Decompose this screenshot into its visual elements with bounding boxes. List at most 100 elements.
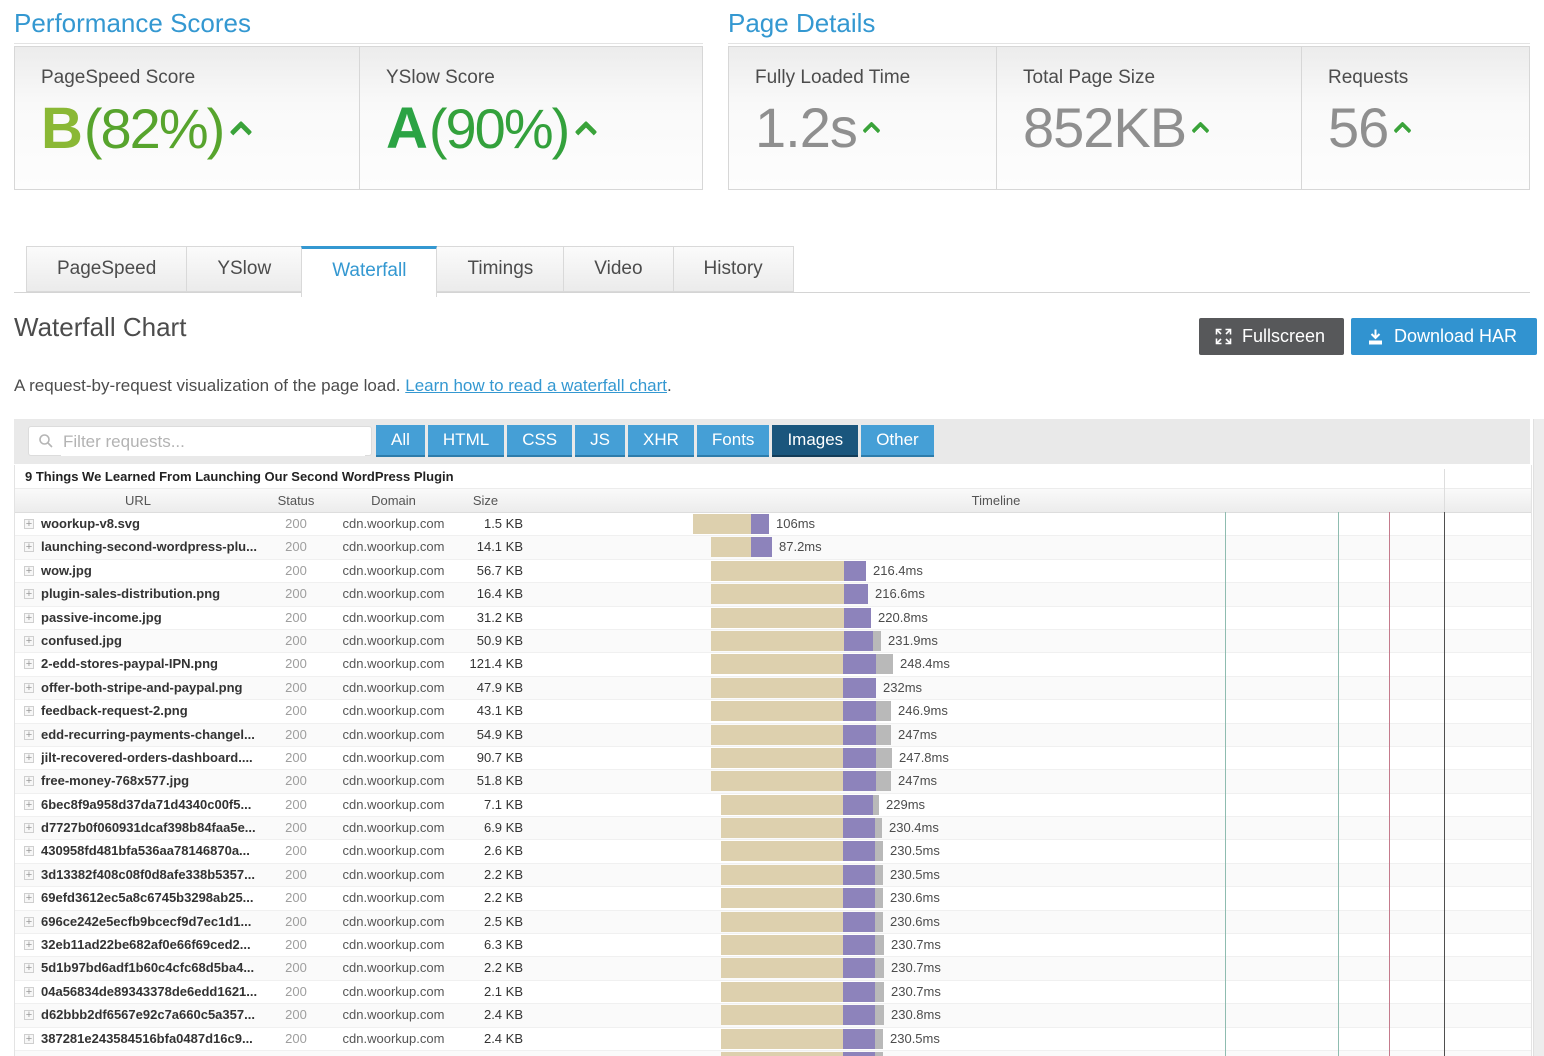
expand-icon[interactable]: + bbox=[24, 705, 34, 718]
url-cell[interactable]: 32eb11ad22be682af0e66f69ced2... bbox=[41, 937, 251, 953]
bar-wait-segment bbox=[721, 911, 843, 932]
expand-icon[interactable]: + bbox=[24, 962, 34, 975]
bar-receive-segment bbox=[843, 818, 875, 839]
size-cell: 7.1 KB bbox=[483, 796, 523, 812]
expand-icon[interactable]: + bbox=[24, 985, 34, 998]
pagespeed-grade: B bbox=[41, 96, 83, 161]
expand-icon[interactable]: + bbox=[24, 728, 34, 741]
bar-extra-segment bbox=[875, 864, 883, 885]
bar-receive-segment bbox=[843, 701, 876, 722]
tab-waterfall[interactable]: Waterfall bbox=[301, 246, 438, 297]
time-label: 229ms bbox=[886, 796, 926, 812]
filter-html[interactable]: HTML bbox=[427, 425, 505, 457]
url-cell[interactable]: 3d13382f408c08f0d8afe338b5357... bbox=[41, 866, 255, 882]
table-row: +696ce242e5ecfb9bcecf9d7ec1d1... 200 cdn.w… bbox=[15, 910, 1531, 935]
expand-icon[interactable]: + bbox=[24, 868, 34, 881]
url-cell[interactable]: jilt-recovered-orders-dashboard.... bbox=[41, 749, 253, 765]
status-cell: 200 bbox=[285, 820, 307, 836]
filter-js[interactable]: JS bbox=[575, 425, 625, 457]
url-cell[interactable]: feedback-request-2.png bbox=[41, 703, 188, 719]
tab-timings[interactable]: Timings bbox=[436, 246, 565, 292]
expand-icon[interactable]: + bbox=[24, 634, 34, 647]
fullscreen-button[interactable]: Fullscreen bbox=[1199, 318, 1344, 355]
expand-icon[interactable]: + bbox=[24, 541, 34, 554]
url-cell[interactable]: offer-both-stripe-and-paypal.png bbox=[41, 679, 243, 695]
filter-images[interactable]: Images bbox=[772, 425, 859, 457]
url-cell[interactable]: wow.jpg bbox=[41, 562, 92, 578]
filter-css[interactable]: CSS bbox=[507, 425, 573, 457]
url-cell[interactable]: 2-edd-stores-paypal-IPN.png bbox=[41, 656, 218, 672]
size-cell: 121.4 KB bbox=[469, 656, 524, 672]
trend-up-icon bbox=[1393, 121, 1412, 140]
time-label: 216.4ms bbox=[873, 562, 923, 578]
expand-icon[interactable]: + bbox=[24, 681, 34, 694]
domain-cell: cdn.woorkup.com bbox=[342, 773, 445, 789]
column-header-url[interactable]: URL bbox=[124, 493, 151, 508]
expand-icon[interactable]: + bbox=[24, 518, 34, 530]
filter-other[interactable]: Other bbox=[861, 425, 934, 457]
url-cell[interactable]: edd-recurring-payments-changel... bbox=[41, 726, 255, 742]
time-label: 230.4ms bbox=[889, 820, 939, 836]
expand-icon[interactable]: + bbox=[24, 798, 34, 811]
expand-icon[interactable]: + bbox=[24, 822, 34, 835]
expand-icon[interactable]: + bbox=[24, 915, 34, 928]
bar-extra-segment bbox=[876, 654, 893, 675]
column-header-status[interactable]: Status bbox=[277, 493, 315, 508]
url-cell[interactable]: 6bec8f9a958d37da71d4340c00f5... bbox=[41, 796, 252, 812]
url-cell[interactable]: launching-second-wordpress-plu... bbox=[41, 539, 257, 555]
url-cell[interactable]: d7727b0f060931dcaf398b84faa5e... bbox=[41, 820, 256, 836]
url-cell[interactable]: 387281e243584516bfa0487d16c9... bbox=[41, 1030, 253, 1046]
page-details-panel: Fully Loaded Time 1.2s Total Page Size 8… bbox=[728, 46, 1530, 190]
domain-cell: cdn.woorkup.com bbox=[342, 1007, 445, 1023]
column-header-domain[interactable]: Domain bbox=[371, 493, 416, 508]
url-cell[interactable]: 04a56834de89343378de6edd1621... bbox=[41, 983, 257, 999]
filter-fonts[interactable]: Fonts bbox=[696, 425, 770, 457]
expand-icon[interactable]: + bbox=[24, 658, 34, 671]
bar-receive-segment bbox=[844, 584, 868, 605]
expand-icon[interactable]: + bbox=[24, 564, 34, 577]
expand-icon[interactable]: + bbox=[24, 939, 34, 952]
url-cell[interactable]: 430958fd481bfa536aa78146870a... bbox=[41, 843, 250, 859]
filter-requests-input[interactable] bbox=[61, 428, 365, 456]
expand-icon[interactable]: + bbox=[24, 775, 34, 788]
expand-icon[interactable]: + bbox=[24, 1032, 34, 1045]
download-har-button[interactable]: Download HAR bbox=[1351, 318, 1537, 355]
waterfall-chart-title: Waterfall Chart bbox=[14, 312, 187, 342]
url-cell[interactable]: 69efd3612ec5a8c6745b3298ab25... bbox=[41, 890, 254, 906]
url-cell[interactable]: confused.jpg bbox=[41, 632, 122, 648]
time-label: 230.5ms bbox=[890, 1030, 940, 1046]
description-period: . bbox=[667, 376, 672, 395]
url-cell[interactable]: woorkup-v8.svg bbox=[41, 516, 140, 531]
column-header-size[interactable]: Size bbox=[472, 493, 499, 508]
expand-icon[interactable]: + bbox=[24, 751, 34, 764]
waterfall-help-link[interactable]: Learn how to read a waterfall chart bbox=[405, 376, 668, 395]
bar-extra-segment bbox=[876, 747, 892, 768]
expand-icon[interactable]: + bbox=[24, 892, 34, 905]
size-cell: 54.9 KB bbox=[476, 726, 523, 742]
description-text: A request-by-request visualization of th… bbox=[14, 376, 406, 395]
filter-all[interactable]: All bbox=[376, 425, 425, 457]
expand-icon[interactable]: + bbox=[24, 611, 34, 624]
url-cell[interactable]: passive-income.jpg bbox=[41, 609, 162, 625]
performance-scores-title: Performance Scores bbox=[14, 8, 251, 38]
scrollbar-track[interactable] bbox=[1533, 419, 1544, 1056]
url-cell[interactable]: 5d1b97bd6adf1b60c4cfc68d5ba4... bbox=[41, 960, 255, 976]
bar-extra-segment bbox=[875, 841, 883, 862]
tab-history[interactable]: History bbox=[672, 246, 794, 292]
url-cell[interactable]: 696ce242e5ecfb9bcecf9d7ec1d1... bbox=[41, 913, 252, 929]
url-cell[interactable]: free-money-768x577.jpg bbox=[41, 773, 190, 789]
bar-wait-segment bbox=[721, 1005, 843, 1026]
expand-icon[interactable]: + bbox=[24, 1009, 34, 1022]
filter-xhr[interactable]: XHR bbox=[628, 425, 694, 457]
size-cell: 14.1 KB bbox=[476, 539, 523, 555]
tab-yslow[interactable]: YSlow bbox=[186, 246, 303, 292]
url-cell[interactable]: d62bbb2df6567e92c7a660c5a357... bbox=[41, 1007, 255, 1023]
time-label: 230.6ms bbox=[890, 913, 940, 929]
tab-pagespeed[interactable]: PageSpeed bbox=[26, 246, 188, 292]
expand-icon[interactable]: + bbox=[24, 845, 34, 858]
tab-video[interactable]: Video bbox=[563, 246, 674, 292]
bar-wait-segment bbox=[693, 514, 751, 534]
url-cell[interactable]: plugin-sales-distribution.png bbox=[41, 586, 221, 602]
expand-icon[interactable]: + bbox=[24, 588, 34, 601]
